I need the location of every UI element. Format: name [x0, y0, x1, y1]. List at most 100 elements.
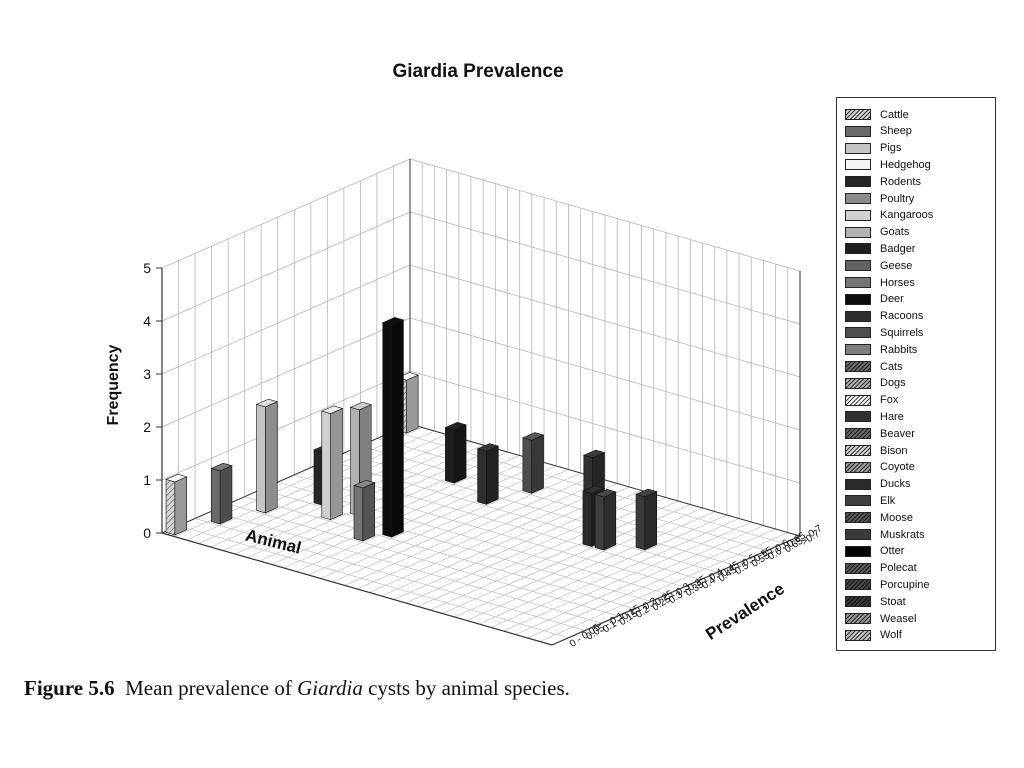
bar-pigs [255, 398, 279, 514]
y-axis-label: Prevalence [702, 579, 788, 644]
legend-label: Cattle [880, 108, 909, 121]
legend-label: Polecat [880, 562, 917, 575]
legend-item: Rodents [845, 174, 921, 189]
bar-side [362, 482, 376, 542]
legend-item: Cattle [845, 107, 909, 122]
bar-front [522, 437, 532, 494]
gridline [527, 528, 776, 639]
bar-front [594, 494, 605, 551]
legend-swatch [845, 159, 871, 171]
legend-swatch [845, 478, 871, 490]
legend-item: Moose [845, 510, 913, 525]
legend-swatch [845, 209, 871, 221]
legend-item: Bison [845, 443, 908, 458]
gridline [178, 525, 569, 639]
legend-label: Beaver [880, 427, 915, 440]
legend-label: Wolf [880, 629, 902, 642]
legend-label: Rodents [880, 175, 921, 188]
bar-horses [353, 479, 376, 542]
z-tick-label: 4 [143, 313, 151, 329]
legend-label: Horses [880, 276, 915, 289]
legend-swatch [845, 579, 871, 591]
gridline [308, 465, 557, 576]
legend-item: Muskrats [845, 527, 925, 542]
legend-swatch [845, 596, 871, 608]
legend-item: Stoat [845, 594, 906, 609]
gridline [360, 445, 751, 559]
gridline [515, 525, 764, 635]
bar-side [531, 434, 544, 494]
legend-label: Goats [880, 226, 910, 239]
bar-front [353, 485, 364, 542]
bar-front [445, 427, 455, 484]
legend-item: Kangaroos [845, 208, 933, 223]
legend-label: Racoons [880, 310, 924, 323]
bar-cattle [165, 473, 188, 536]
legend-label: Coyote [880, 461, 915, 474]
bar-front [210, 468, 221, 525]
bars [165, 317, 658, 551]
bar-racoons [476, 443, 500, 505]
legend-label: Kangaroos [880, 209, 934, 222]
legend-item: Elk [845, 493, 895, 508]
caption-text-pre: Mean prevalence of [125, 676, 298, 700]
bar-side [330, 407, 343, 521]
legend-item: Hare [845, 409, 904, 424]
axis-line [409, 423, 801, 537]
bar-hatch [166, 479, 175, 535]
z-axis-label: Frequency [105, 344, 122, 425]
legend-swatch [845, 243, 871, 255]
z-tick-label: 5 [143, 260, 151, 276]
legend-swatch [845, 109, 871, 120]
legend-item: Ducks [845, 477, 911, 492]
legend-label: Pigs [880, 142, 902, 155]
legend-label: Sheep [880, 125, 912, 138]
bar-side [219, 465, 233, 525]
legend-label: Ducks [880, 478, 911, 491]
legend-swatch [845, 445, 871, 456]
legend-item: Dogs [845, 376, 906, 391]
legend-label: Poultry [880, 192, 915, 205]
legend-item: Polecat [845, 561, 917, 576]
legend-swatch [845, 193, 871, 204]
bar-front [321, 410, 331, 521]
legend-item: Porcupine [845, 577, 930, 592]
legend-swatch [845, 545, 871, 557]
bar-side [405, 374, 419, 434]
z-tick-label: 0 [143, 525, 151, 541]
legend-swatch [845, 226, 871, 238]
bar-side [486, 445, 499, 505]
gridline [376, 438, 768, 551]
legend-swatch [845, 428, 871, 440]
legend-item: Fox [845, 393, 898, 408]
gridline [310, 467, 701, 580]
gridline [466, 511, 715, 621]
legend-item: Geese [845, 258, 912, 273]
legend-swatch [845, 377, 871, 389]
bar-side [391, 319, 404, 538]
bar-front [477, 448, 487, 505]
bar-side [174, 476, 187, 536]
chart-title: Giardia Prevalence [392, 61, 563, 82]
legend-swatch [845, 260, 871, 272]
gridline [211, 510, 602, 624]
gridline [454, 507, 703, 618]
legend-label: Bison [880, 444, 908, 457]
bar-front [256, 404, 266, 514]
gridline [369, 483, 618, 593]
legend-item: Hedgehog [845, 157, 931, 172]
gridline [228, 503, 619, 617]
legend-swatch [845, 361, 871, 372]
legend: Cattle Sheep Pigs Hedgehog Rodents Poultry Kan… [836, 97, 996, 651]
gridline [161, 211, 411, 322]
legend-swatch [845, 293, 871, 305]
legend-swatch [845, 562, 871, 574]
gridline [161, 264, 411, 375]
legend-item: Horses [845, 275, 915, 290]
legend-swatch [845, 327, 871, 339]
gridline [244, 496, 635, 609]
legend-item: Wolf [845, 628, 902, 643]
bar-front [382, 322, 392, 538]
bar-side [644, 491, 658, 551]
